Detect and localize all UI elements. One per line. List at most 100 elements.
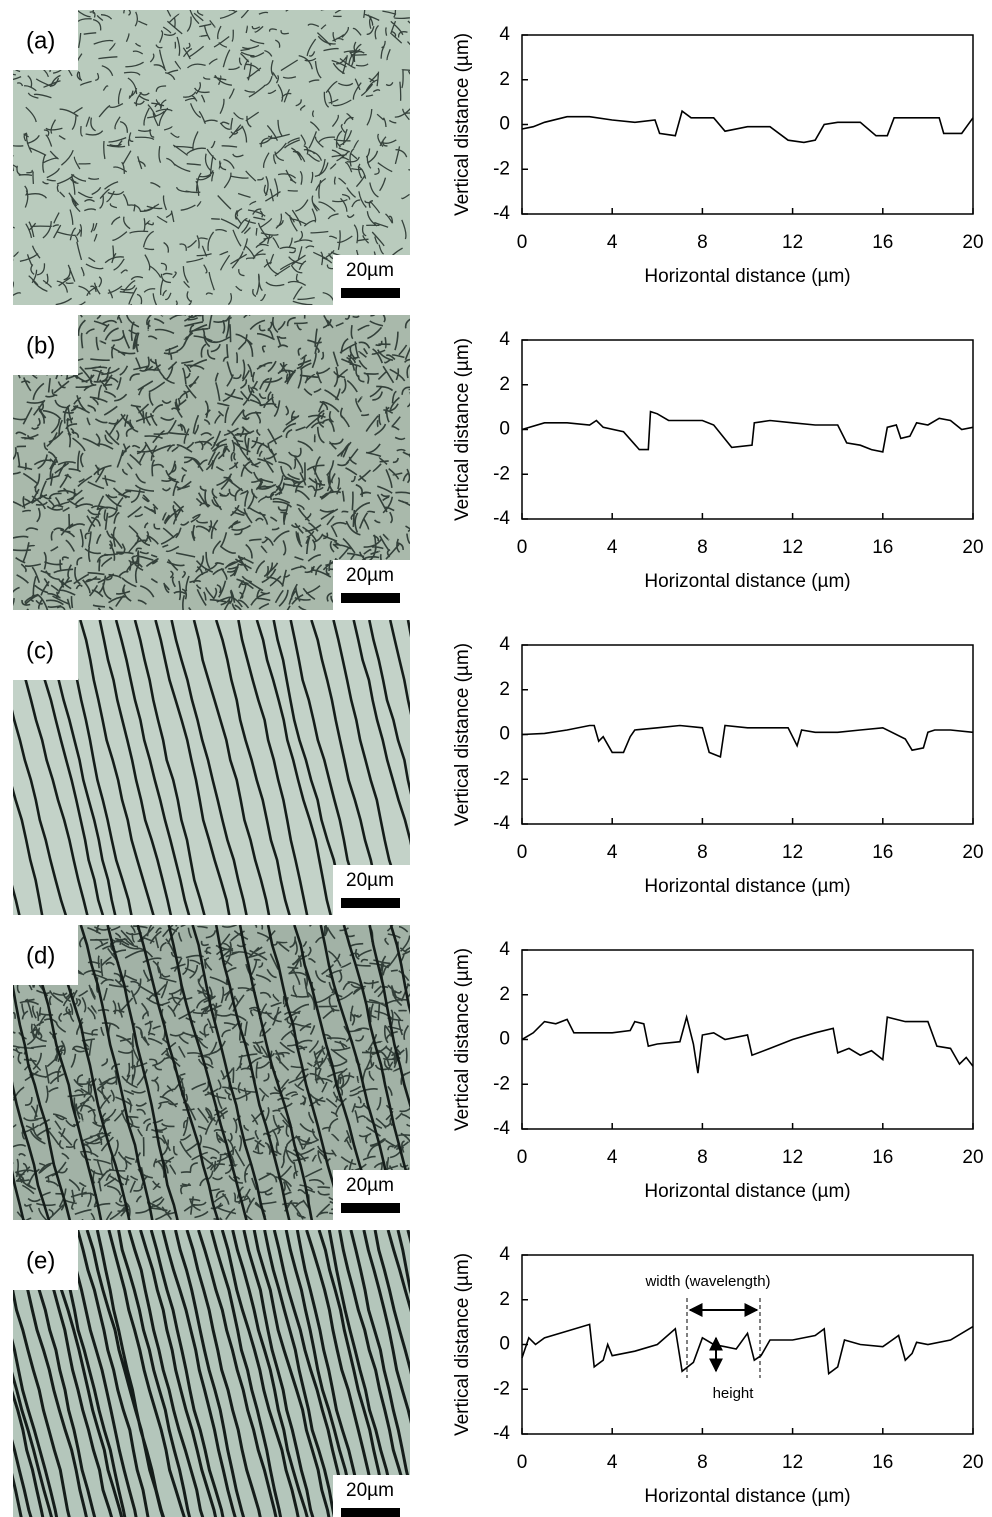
scale-bar-label: 20µm	[346, 565, 394, 586]
y-tick-label: 0	[499, 724, 510, 745]
scale-bar-label: 20µm	[346, 260, 394, 281]
y-tick-label: 0	[499, 1334, 510, 1355]
profile-line	[521, 724, 974, 759]
profile-line	[521, 1323, 974, 1376]
y-tick-label: -2	[493, 1378, 510, 1399]
x-axis-title: Horizontal distance (µm)	[644, 571, 850, 592]
profile-line	[521, 410, 974, 453]
wrinkles	[13, 315, 410, 610]
x-tick-label: 12	[782, 232, 803, 253]
y-tick-label: -2	[493, 463, 510, 484]
y-axis-title: Vertical distance (µm)	[452, 338, 473, 521]
x-tick-label: 16	[872, 842, 893, 863]
y-tick-label: 2	[499, 679, 510, 700]
panel-label: (e)	[26, 1247, 55, 1274]
x-tick-label: 12	[782, 537, 803, 558]
scale-bar	[341, 1508, 400, 1517]
y-tick-label: 4	[499, 24, 510, 45]
y-tick-label: -4	[493, 508, 510, 529]
x-tick-label: 8	[697, 842, 708, 863]
panel: (d) 20µm -4 -2 0 2 4 0 4 8 12 16 20 Horizontal distan…	[13, 925, 984, 1220]
x-tick-label: 8	[697, 1452, 708, 1473]
x-axis-title: Horizontal distance (µm)	[644, 266, 850, 287]
label-box	[13, 315, 78, 375]
x-axis-title: Horizontal distance (µm)	[644, 1486, 850, 1507]
panel: (e) 20µm -4 -2 0 2 4 0 4 8 12 16 20 Horizontal distan…	[13, 1230, 984, 1517]
label-box	[13, 10, 78, 70]
y-tick-label: -2	[493, 158, 510, 179]
micrograph	[13, 10, 410, 305]
plot-frame	[521, 339, 974, 520]
plot-frame	[521, 644, 974, 825]
x-tick-label: 20	[962, 1147, 983, 1168]
x-tick-label: 20	[962, 842, 983, 863]
x-tick-label: 8	[697, 1147, 708, 1168]
x-tick-label: 4	[607, 842, 618, 863]
x-tick-label: 20	[962, 537, 983, 558]
x-tick-label: 12	[782, 842, 803, 863]
y-tick-label: 2	[499, 69, 510, 90]
y-tick-label: -4	[493, 1423, 510, 1444]
y-axis-title: Vertical distance (µm)	[452, 643, 473, 826]
micrograph	[13, 620, 410, 915]
panel-label: (d)	[26, 942, 55, 969]
scale-bar	[341, 288, 400, 298]
y-tick-label: 2	[499, 1289, 510, 1310]
x-tick-label: 0	[517, 1452, 528, 1473]
y-tick-label: 2	[499, 984, 510, 1005]
y-axis-title: Vertical distance (µm)	[452, 33, 473, 216]
x-tick-label: 4	[607, 537, 618, 558]
x-tick-label: 16	[872, 1452, 893, 1473]
panel-label: (c)	[26, 637, 54, 664]
x-tick-label: 16	[872, 232, 893, 253]
ridges	[13, 925, 410, 1220]
panel-label: (b)	[26, 332, 55, 359]
panel: (b) 20µm -4 -2 0 2 4 0 4 8 12 16 20 Horizontal distan…	[13, 315, 984, 610]
annotation: height	[713, 1385, 755, 1402]
profile-line	[521, 109, 974, 144]
scale-bar	[341, 1203, 400, 1213]
scale-bar-label: 20µm	[346, 870, 394, 891]
annotation: width (wavelength)	[644, 1273, 770, 1290]
label-box	[13, 620, 78, 680]
micrograph	[13, 1230, 410, 1517]
y-axis-title: Vertical distance (µm)	[452, 1253, 473, 1436]
y-tick-label: -2	[493, 768, 510, 789]
label-box	[13, 925, 78, 985]
x-tick-label: 16	[872, 537, 893, 558]
x-tick-label: 4	[607, 232, 618, 253]
scale-bar-label: 20µm	[346, 1480, 394, 1501]
x-tick-label: 8	[697, 537, 708, 558]
x-tick-label: 0	[517, 1147, 528, 1168]
panel: (a) 20µm -4 -2 0 2 4 0 4 8 12 16 20 Horizontal distan…	[13, 10, 984, 305]
x-tick-label: 0	[517, 232, 528, 253]
x-tick-label: 20	[962, 232, 983, 253]
y-tick-label: 0	[499, 419, 510, 440]
y-tick-label: 4	[499, 939, 510, 960]
y-tick-label: 2	[499, 374, 510, 395]
x-tick-label: 8	[697, 232, 708, 253]
plot-frame	[521, 949, 974, 1130]
micrograph	[13, 925, 410, 1220]
x-axis-title: Horizontal distance (µm)	[644, 876, 850, 897]
ridges	[13, 620, 410, 915]
plot-frame	[521, 34, 974, 215]
y-tick-label: -4	[493, 813, 510, 834]
x-tick-label: 16	[872, 1147, 893, 1168]
y-tick-label: -2	[493, 1073, 510, 1094]
y-tick-label: 0	[499, 114, 510, 135]
panel: (c) 20µm -4 -2 0 2 4 0 4 8 12 16 20 Horizontal distan…	[13, 620, 984, 915]
x-tick-label: 0	[517, 842, 528, 863]
x-axis-title: Horizontal distance (µm)	[644, 1181, 850, 1202]
y-tick-label: 4	[499, 329, 510, 350]
x-tick-label: 0	[517, 537, 528, 558]
x-tick-label: 4	[607, 1452, 618, 1473]
x-tick-label: 20	[962, 1452, 983, 1473]
x-tick-label: 12	[782, 1452, 803, 1473]
scale-bar	[341, 898, 400, 908]
y-tick-label: 0	[499, 1029, 510, 1050]
y-tick-label: -4	[493, 203, 510, 224]
label-box	[13, 1230, 78, 1290]
